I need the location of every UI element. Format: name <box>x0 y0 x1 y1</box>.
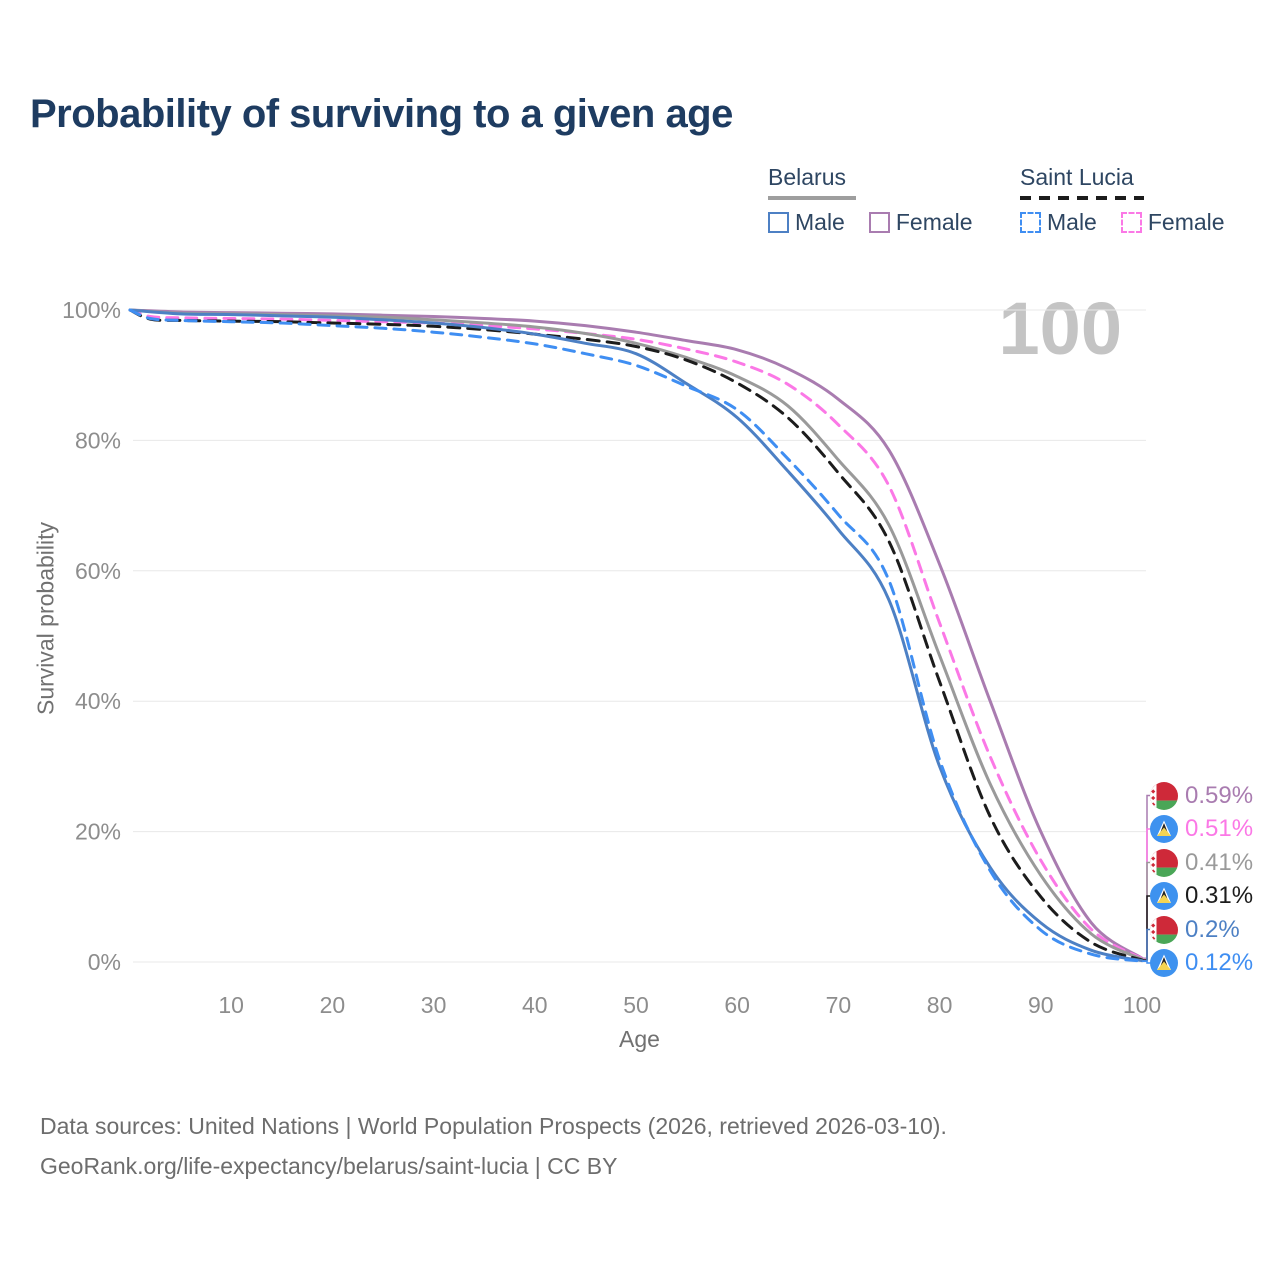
end-label-saint-lucia-1: 0.51% <box>1150 815 1253 843</box>
footer: Data sources: United Nations | World Pop… <box>40 1106 947 1186</box>
end-label-saint-lucia-3: 0.31% <box>1150 882 1253 910</box>
saint-lucia-flag-icon <box>1150 949 1178 977</box>
y-tick-label: 20% <box>75 819 121 845</box>
end-value-label: 0.41% <box>1185 848 1254 876</box>
belarus-flag-icon <box>1150 781 1178 810</box>
y-tick-label: 0% <box>88 949 121 975</box>
saint-lucia-flag-icon <box>1150 815 1178 843</box>
footer-attribution: GeoRank.org/life-expectancy/belarus/sain… <box>40 1153 618 1179</box>
legend-belarus-line-swatch <box>768 196 856 200</box>
legend-item-saint-lucia-male[interactable]: Male <box>1020 209 1097 236</box>
end-value-label: 0.2% <box>1185 915 1240 943</box>
belarus-flag-icon <box>1150 915 1178 944</box>
end-label-belarus-0: 0.59% <box>1150 781 1254 810</box>
curve-by-female[interactable] <box>128 308 1144 960</box>
x-tick-label: 20 <box>320 992 346 1018</box>
x-tick-label: 50 <box>623 992 649 1018</box>
legend-item-saint-lucia-female[interactable]: Female <box>1120 209 1225 236</box>
legend-label: Female <box>1147 209 1225 235</box>
saint-lucia-female-swatch-icon <box>1120 212 1142 233</box>
y-tick-label: 40% <box>75 688 121 714</box>
saint-lucia-flag-icon <box>1150 949 1178 977</box>
leader-line-lc-male <box>1142 960 1152 964</box>
legend-item-belarus-female[interactable]: Female <box>868 209 973 236</box>
legend-group-belarus: Belarus Male Female <box>768 164 973 236</box>
y-axis-title: Survival probability <box>32 521 59 716</box>
x-tick-label: 30 <box>421 992 447 1018</box>
y-tick-label: 80% <box>75 427 121 453</box>
end-label-belarus-2: 0.41% <box>1150 848 1254 877</box>
x-tick-label: 10 <box>218 992 244 1018</box>
end-label-saint-lucia-5: 0.12% <box>1150 949 1253 977</box>
legend-country-belarus[interactable]: Belarus <box>768 164 846 190</box>
belarus-female-swatch-icon <box>868 212 890 233</box>
x-tick-label: 80 <box>927 992 953 1018</box>
end-value-label: 0.51% <box>1185 815 1254 842</box>
belarus-flag-icon <box>1150 781 1178 810</box>
end-value-label: 0.12% <box>1185 949 1254 976</box>
end-value-label: 0.31% <box>1185 882 1254 909</box>
legend-label: Female <box>895 209 973 235</box>
saint-lucia-flag-icon <box>1150 815 1178 843</box>
curve-by-all[interactable] <box>128 308 1144 961</box>
legend-group-saint-lucia: Saint Lucia Male Female <box>1020 164 1225 236</box>
page-title: Probability of surviving to a given age <box>30 92 733 136</box>
belarus-flag-icon <box>1150 848 1178 877</box>
curve-lc-male[interactable] <box>128 308 1144 963</box>
legend-country-saint-lucia[interactable]: Saint Lucia <box>1020 164 1134 190</box>
x-tick-label: 40 <box>522 992 548 1018</box>
belarus-flag-icon <box>1150 915 1178 944</box>
y-tick-label: 100% <box>62 297 121 323</box>
x-tick-label: 70 <box>826 992 852 1018</box>
saint-lucia-flag-icon <box>1150 882 1178 910</box>
x-tick-label: 90 <box>1028 992 1054 1018</box>
legend-label: Male <box>1047 209 1097 235</box>
legend-label: Male <box>795 209 845 235</box>
y-tick-label: 60% <box>75 558 121 584</box>
belarus-male-swatch-icon <box>768 212 789 233</box>
end-label-belarus-4: 0.2% <box>1150 915 1240 944</box>
belarus-flag-icon <box>1150 848 1178 877</box>
legend-item-belarus-male[interactable]: Male <box>768 209 845 236</box>
legend-saint-lucia-line-swatch <box>1020 196 1144 200</box>
curve-by-male[interactable] <box>128 308 1144 963</box>
curve-lc-all[interactable] <box>128 308 1144 962</box>
curve-lc-female[interactable] <box>128 308 1144 961</box>
saint-lucia-male-swatch-icon <box>1020 212 1041 233</box>
end-value-label: 0.59% <box>1185 781 1254 809</box>
x-axis-title: Age <box>619 1026 660 1052</box>
footer-data-sources: Data sources: United Nations | World Pop… <box>40 1113 947 1139</box>
x-tick-label: 60 <box>724 992 750 1018</box>
saint-lucia-flag-icon <box>1150 882 1178 910</box>
x-tick-label: 100 <box>1123 992 1161 1018</box>
age-indicator-watermark: 100 <box>998 287 1122 370</box>
